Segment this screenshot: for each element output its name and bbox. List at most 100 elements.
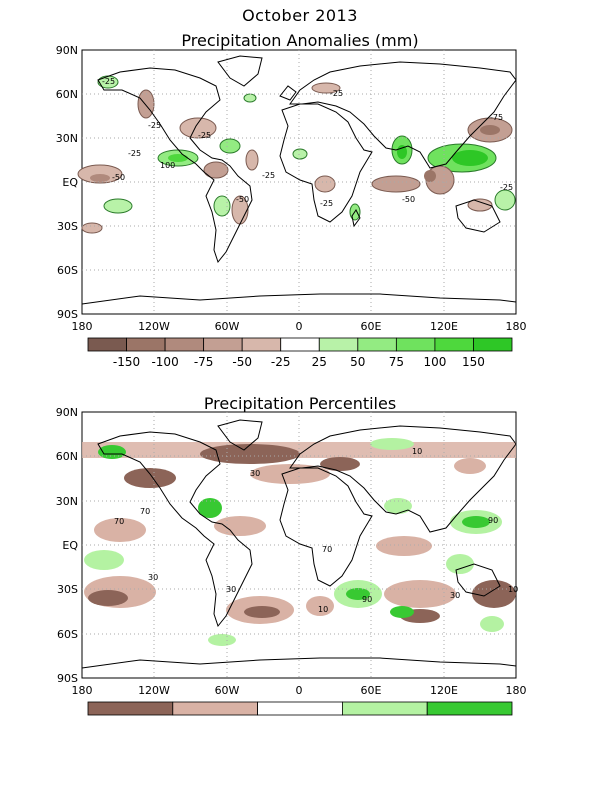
lat-label: EQ xyxy=(62,176,78,189)
legend-swatch xyxy=(203,337,243,352)
legend-swatch xyxy=(426,701,513,716)
contour-label: 70 xyxy=(114,517,124,526)
lon-label: 180 xyxy=(72,320,93,333)
contour-label: 10 xyxy=(412,447,422,456)
anomalies-gridlines xyxy=(82,50,516,314)
contour-label: -25 xyxy=(330,89,343,98)
legend-swatch xyxy=(87,701,174,716)
lon-label: 0 xyxy=(296,684,303,697)
lon-label: 120E xyxy=(430,684,458,697)
legend-label: 25 xyxy=(312,355,327,369)
lat-label: 30S xyxy=(57,583,78,596)
lat-label: 90S xyxy=(57,308,78,321)
legend-label: 10 xyxy=(165,719,180,720)
legend-label: -75 xyxy=(194,355,214,369)
anomalies-contour-labels: -25 -25 -25 -50 -25 100 -50 -25 -25 -25 … xyxy=(102,77,513,208)
legend-swatch xyxy=(357,337,397,352)
contour-label: -25 xyxy=(262,171,275,180)
lon-label: 180 xyxy=(72,684,93,697)
lat-label: 30N xyxy=(56,495,78,508)
lat-label: 30N xyxy=(56,132,78,145)
legend-label: 30 xyxy=(250,719,265,720)
contour-label: -50 xyxy=(112,173,125,182)
legend-label: -25 xyxy=(271,355,291,369)
lat-label: 60S xyxy=(57,628,78,641)
contour-label: 70 xyxy=(140,507,150,516)
percentiles-coastlines xyxy=(81,419,517,669)
legend-swatch xyxy=(280,337,320,352)
anomalies-panel: Precipitation Anomalies (mm) xyxy=(0,0,600,384)
percentiles-figure: Precipitation Percentiles xyxy=(56,394,527,733)
percentiles-map: 10 30 70 90 30 10 70 30 90 70 30 10 xyxy=(81,411,518,679)
legend-swatch xyxy=(126,337,166,352)
lon-label: 120E xyxy=(430,320,458,333)
lon-label: 180 xyxy=(506,684,527,697)
contour-label: -25 xyxy=(128,149,141,158)
anomalies-title: Precipitation Anomalies (mm) xyxy=(181,31,418,50)
contour-label: -25 xyxy=(198,131,211,140)
legend-label: 90 xyxy=(420,719,435,720)
contour-label: -50 xyxy=(402,195,415,204)
anomalies-lon-labels: 180 120W 60W 0 60E 120E 180 xyxy=(72,320,527,333)
lon-label: 180 xyxy=(506,320,527,333)
contour-label: 30 xyxy=(250,469,260,478)
contour-label: -50 xyxy=(236,195,249,204)
anomalies-figure: Precipitation Anomalies (mm) xyxy=(56,31,527,369)
lat-label: 60N xyxy=(56,450,78,463)
lat-label: 90S xyxy=(57,672,78,685)
contour-label: 100 xyxy=(160,161,175,170)
legend-label: 50 xyxy=(350,355,365,369)
legend-swatch xyxy=(164,337,205,352)
lat-label: 30S xyxy=(57,220,78,233)
percentiles-panel: Precipitation Percentiles xyxy=(0,380,600,733)
legend-label: 70 xyxy=(335,719,350,720)
lon-label: 120W xyxy=(138,684,170,697)
legend-label: -100 xyxy=(151,355,178,369)
contour-label: 10 xyxy=(508,585,518,594)
legend-swatch xyxy=(395,337,436,352)
contour-label: -25 xyxy=(500,183,513,192)
lon-label: 60W xyxy=(215,684,240,697)
contour-label: -75 xyxy=(490,113,503,122)
legend-swatch xyxy=(241,337,282,352)
contour-label: -25 xyxy=(320,199,333,208)
contour-label: 70 xyxy=(322,545,332,554)
lat-label: 60N xyxy=(56,88,78,101)
lon-label: 60E xyxy=(361,684,382,697)
legend-swatch xyxy=(172,701,259,716)
lon-label: 60E xyxy=(361,320,382,333)
legend-label: 75 xyxy=(389,355,404,369)
legend-swatch xyxy=(473,337,513,352)
contour-label: -25 xyxy=(102,77,115,86)
contour-label: 90 xyxy=(488,516,498,525)
contour-label: 90 xyxy=(362,595,372,604)
anomalies-coastlines xyxy=(81,55,517,305)
legend-label: -150 xyxy=(113,355,140,369)
legend-swatch xyxy=(341,701,428,716)
contour-label: 30 xyxy=(226,585,236,594)
anomalies-map: -25 -25 -25 -50 -25 100 -50 -25 -25 -25 … xyxy=(77,49,517,315)
lon-label: 0 xyxy=(296,320,303,333)
anomalies-legend: -150 -100 -75 -50 -25 25 50 75 100 150 xyxy=(87,337,513,369)
percentiles-fills xyxy=(82,438,516,646)
percentiles-contour-labels: 10 30 70 90 30 10 70 30 90 70 30 10 xyxy=(114,447,518,614)
legend-swatch xyxy=(434,337,474,352)
lon-label: 60W xyxy=(215,320,240,333)
legend-label: 100 xyxy=(423,355,446,369)
contour-label: -25 xyxy=(148,121,161,130)
contour-label: 10 xyxy=(318,605,328,614)
legend-label: 150 xyxy=(462,355,485,369)
anomalies-lat-labels: 90N 60N 30N EQ 30S 60S 90S xyxy=(56,44,79,321)
percentiles-title: Precipitation Percentiles xyxy=(204,394,396,413)
legend-swatch xyxy=(257,701,343,716)
percentiles-legend: 10 30 70 90 xyxy=(87,701,513,733)
percentiles-lon-labels: 180 120W 60W 0 60E 120E 180 xyxy=(72,684,527,697)
anomalies-anomaly-fills xyxy=(77,75,516,234)
percentiles-lat-labels: 90N 60N 30N EQ 30S 60S 90S xyxy=(56,406,79,685)
lat-label: 90N xyxy=(56,44,78,57)
figure-title: October 2013 xyxy=(242,6,358,25)
lat-label: EQ xyxy=(62,539,78,552)
lat-label: 60S xyxy=(57,264,78,277)
lon-label: 120W xyxy=(138,320,170,333)
contour-label: 30 xyxy=(148,573,158,582)
